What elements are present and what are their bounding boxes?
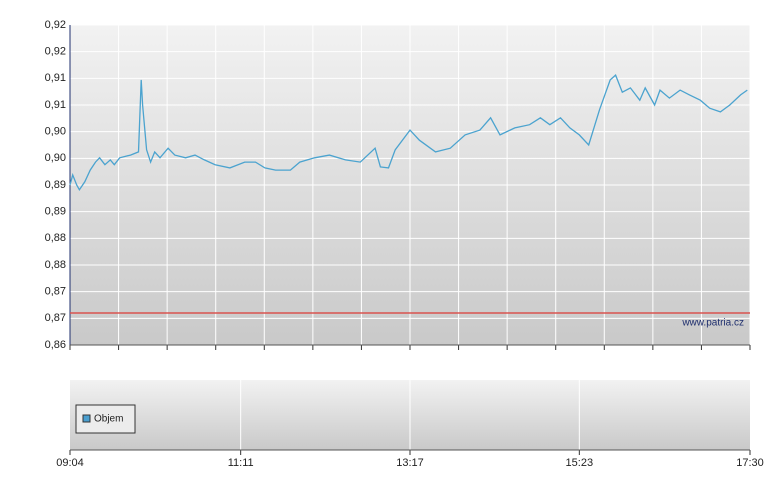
y-tick-label: 0,92 [45,19,66,31]
x-tick-label: 09:04 [56,457,84,469]
y-tick-label: 0,87 [45,312,66,324]
x-tick-label: 15:23 [566,457,594,469]
watermark: www.patria.cz [681,318,744,329]
y-tick-label: 0,92 [45,46,66,58]
price-line [69,73,748,192]
y-tick-label: 0,88 [45,259,66,271]
y-tick-label: 0,91 [45,72,66,84]
y-tick-label: 0,90 [45,152,66,164]
y-tick-label: 0,89 [45,179,66,191]
y-tick-label: 0,90 [45,126,66,138]
y-tick-label: 0,87 [45,286,66,298]
y-tick-label: 0,86 [45,339,66,351]
x-tick-label: 13:17 [396,457,424,469]
x-tick-label: 11:11 [228,457,254,469]
x-tick-label: 17:30 [736,457,764,469]
legend-swatch [82,414,91,423]
y-tick-label: 0,88 [45,232,66,244]
legend-label: Objem [94,414,123,425]
y-tick-label: 0,91 [45,99,66,111]
y-tick-label: 0,89 [45,206,66,218]
